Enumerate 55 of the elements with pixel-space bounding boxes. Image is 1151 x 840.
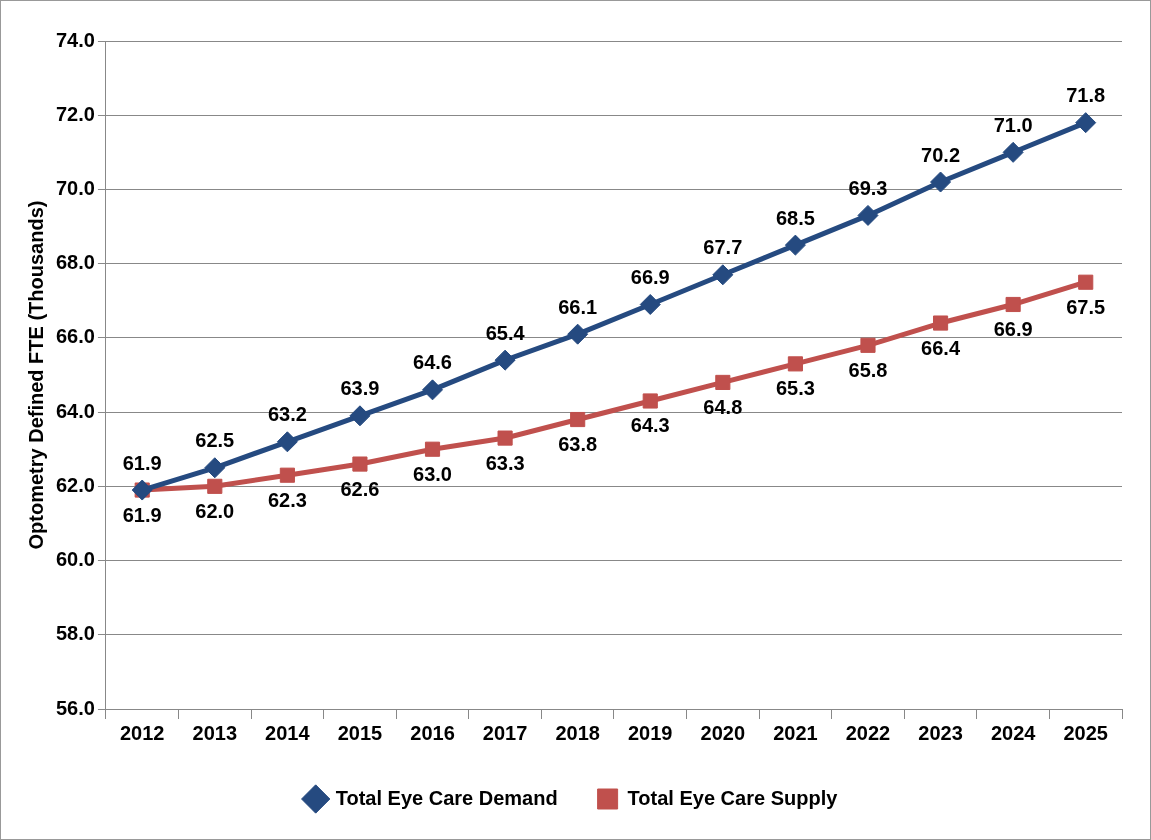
data-label: 65.4: [485, 321, 526, 344]
data-label: 71.8: [1066, 84, 1106, 107]
data-label: 66.9: [993, 318, 1033, 340]
x-tick-label: 2025: [1063, 721, 1108, 744]
data-label: 67.5: [1066, 295, 1106, 318]
data-label: 63.3: [485, 451, 525, 474]
data-label: 71.0: [993, 113, 1033, 136]
x-tick-label: 2024: [990, 721, 1037, 744]
y-axis-title: Optometry Defined FTE (Thousands): [24, 200, 47, 550]
x-tick-label: 2018: [555, 721, 600, 744]
x-tick-label: 2022: [845, 721, 891, 744]
data-label: 66.9: [630, 266, 670, 288]
y-tick-label: 64.0: [55, 399, 95, 422]
data-label: 63.9: [340, 377, 380, 400]
x-tick-label: 2013: [192, 721, 238, 744]
data-label: 63.8: [558, 433, 598, 456]
data-label: 66.4: [921, 336, 961, 359]
data-label: 62.0: [195, 499, 235, 522]
x-tick-label: 2015: [337, 721, 383, 744]
y-tick-label: 56.0: [55, 696, 95, 719]
y-tick-label: 72.0: [55, 102, 95, 125]
data-label: 65.3: [775, 377, 815, 400]
x-tick-label: 2019: [628, 721, 673, 744]
x-tick-label: 2021: [773, 721, 818, 744]
data-label: 64.6: [413, 351, 452, 374]
data-label: 63.2: [267, 403, 307, 426]
data-label: 63.0: [413, 462, 452, 485]
x-tick-label: 2014: [265, 721, 311, 744]
data-label: 70.2: [921, 143, 961, 166]
x-tick-label: 2023: [918, 721, 963, 744]
data-label: 62.5: [195, 429, 235, 452]
y-tick-label: 66.0: [55, 325, 95, 348]
y-tick-label: 68.0: [55, 251, 95, 274]
y-tick-label: 62.0: [55, 473, 95, 496]
x-tick-label: 2017: [482, 721, 528, 744]
data-label: 69.3: [848, 176, 888, 199]
x-tick-label: 2016: [410, 721, 455, 744]
data-label: 68.5: [775, 206, 815, 229]
data-label: 62.6: [340, 477, 380, 500]
data-label: 64.8: [703, 395, 743, 418]
data-label: 67.7: [703, 236, 743, 259]
data-label: 61.9: [122, 503, 162, 526]
x-tick-label: 2012: [119, 721, 165, 744]
y-tick-label: 70.0: [55, 176, 95, 199]
x-tick-label: 2020: [700, 721, 746, 744]
y-tick-label: 60.0: [55, 548, 95, 571]
data-label: 62.3: [267, 488, 307, 511]
legend-label: Total Eye Care Demand: [335, 786, 558, 809]
data-label: 61.9: [122, 451, 162, 474]
legend-label: Total Eye Care Supply: [627, 786, 839, 809]
y-tick-label: 58.0: [55, 622, 95, 645]
data-label: 64.3: [630, 414, 670, 437]
y-tick-label: 74.0: [55, 28, 95, 51]
data-label: 65.8: [848, 358, 888, 381]
data-label: 66.1: [558, 295, 598, 318]
